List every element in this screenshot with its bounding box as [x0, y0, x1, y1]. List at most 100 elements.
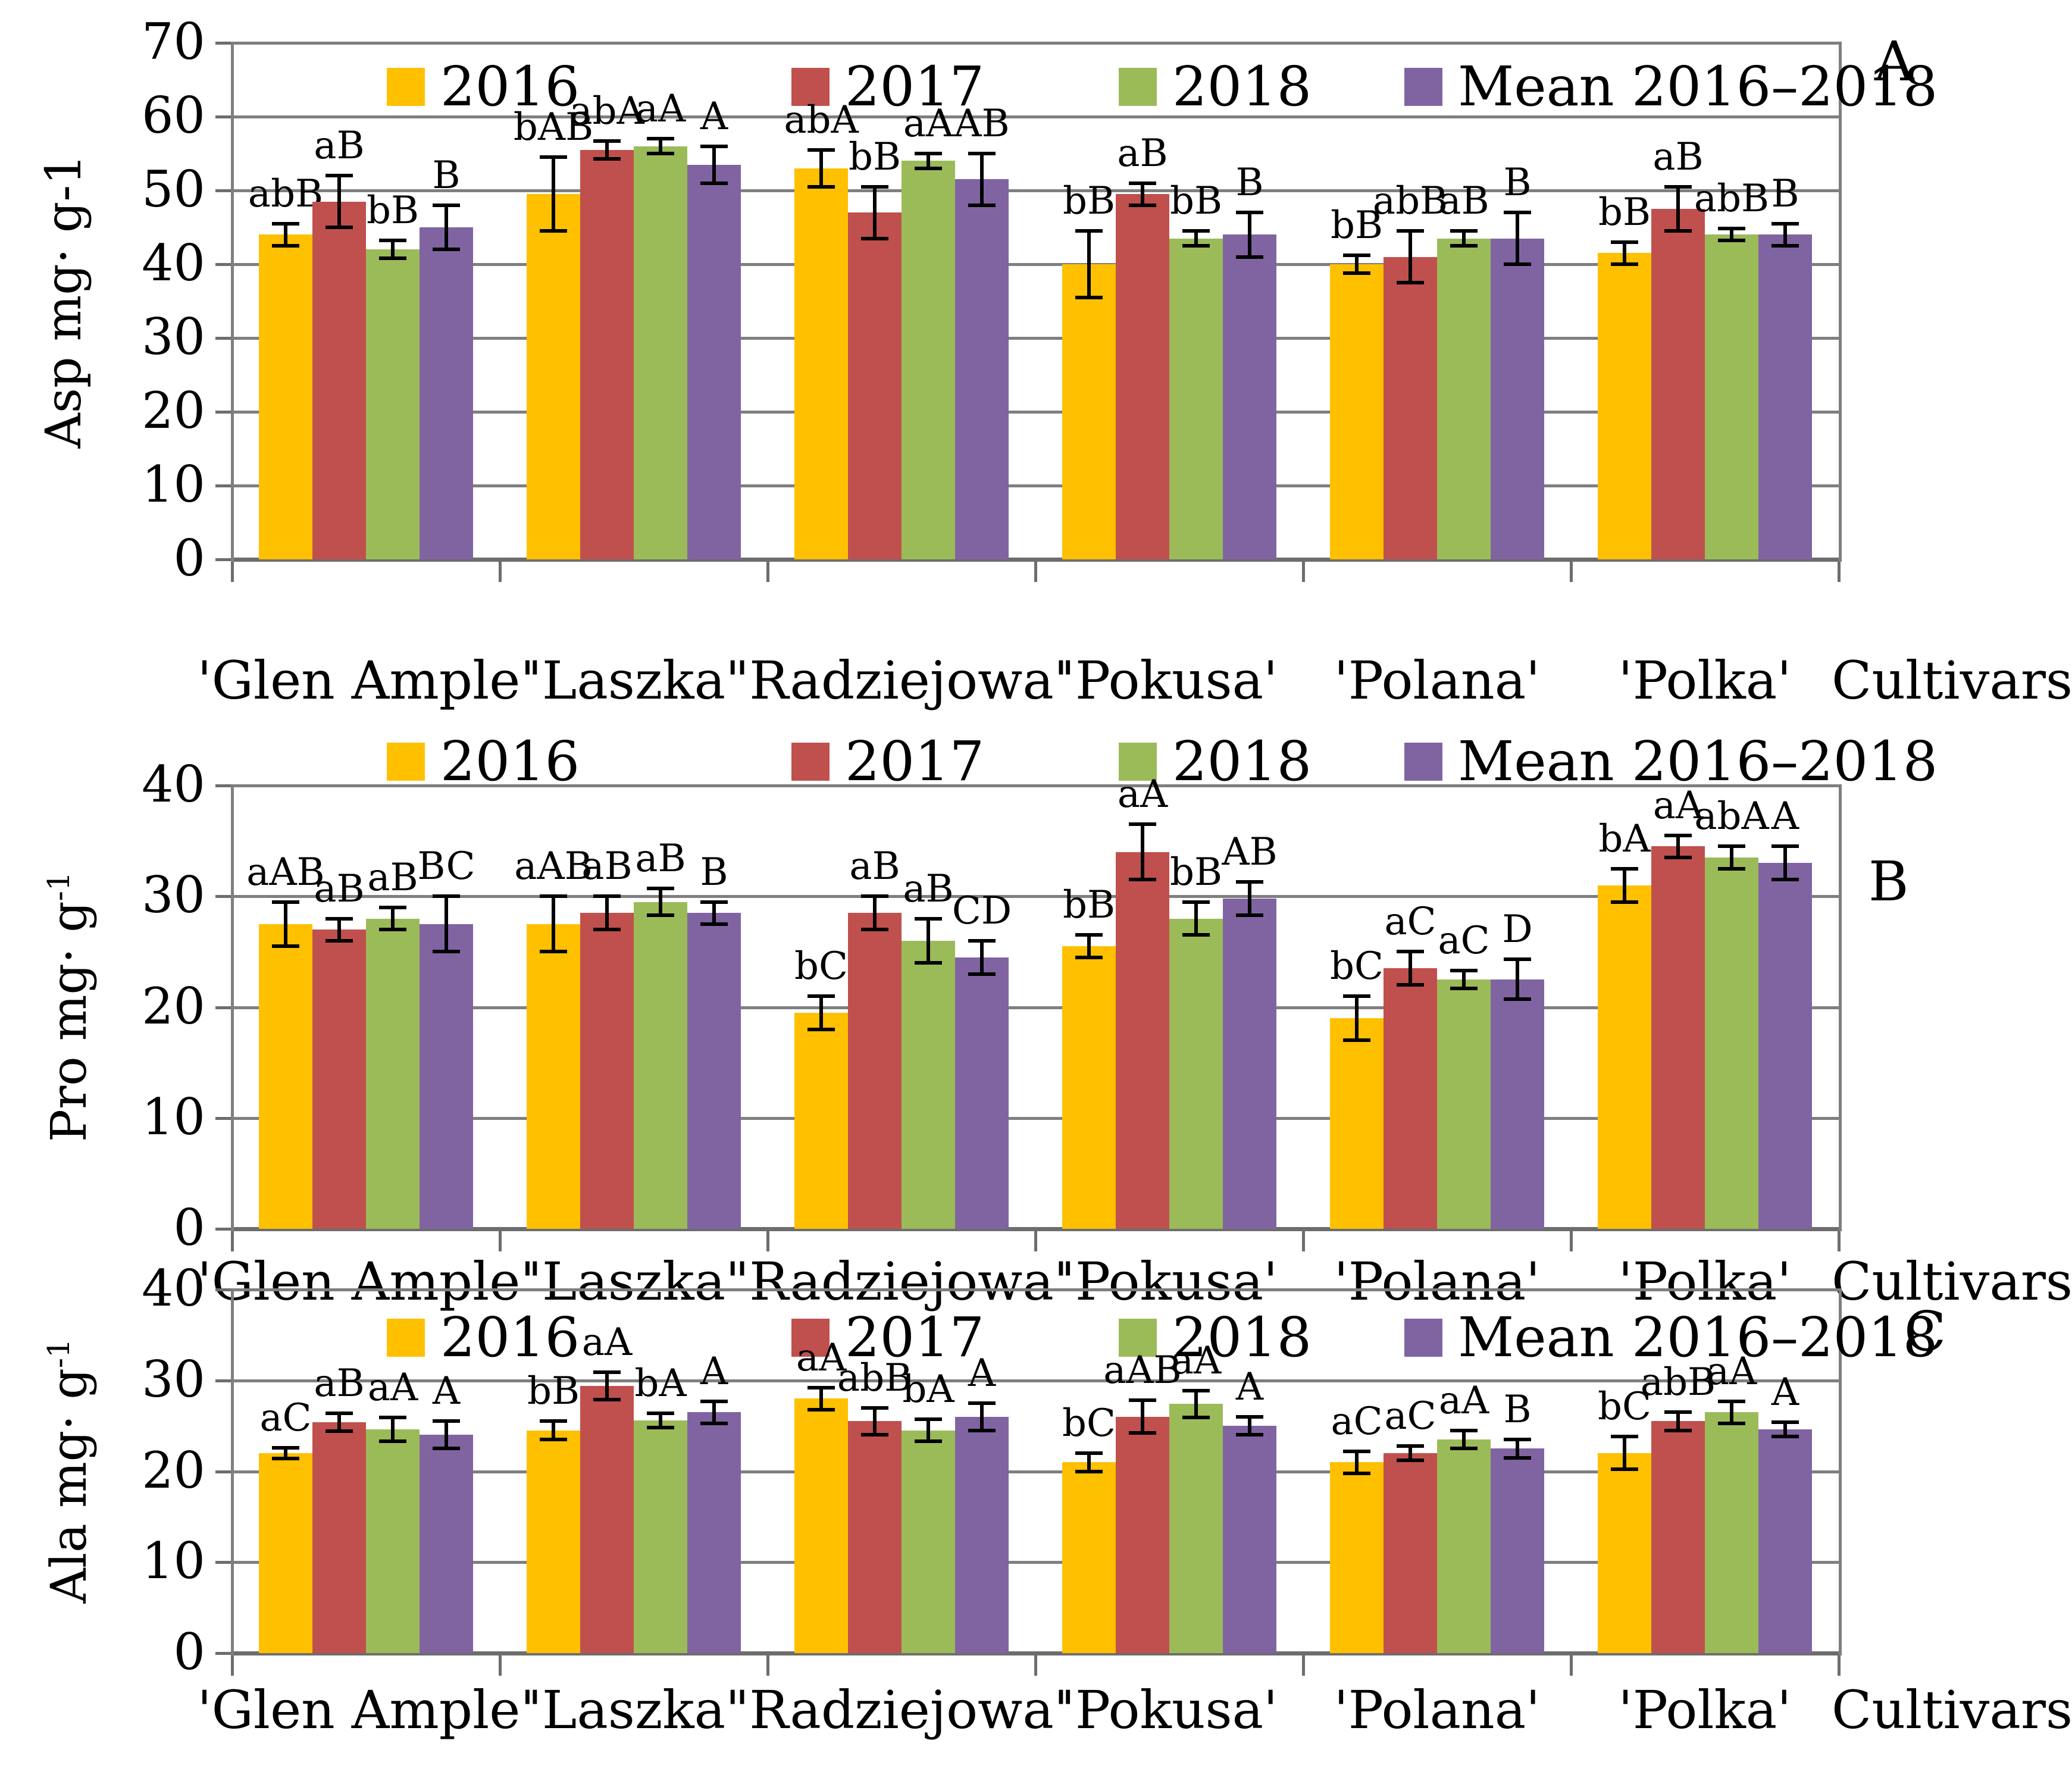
bar	[259, 1453, 312, 1653]
legend-label: 2016	[440, 730, 580, 793]
bar	[580, 1385, 634, 1653]
bar	[687, 1412, 741, 1653]
error-bar-cap-top	[1075, 1451, 1103, 1455]
error-bar-cap-top	[1450, 969, 1478, 973]
error-bar-cap-bottom	[540, 229, 567, 233]
error-bar-cap-bottom	[272, 244, 299, 248]
error-bar	[712, 146, 716, 183]
error-bar-cap-top	[1343, 254, 1370, 258]
y-gridline	[232, 1379, 1842, 1382]
x-tick-mark	[1302, 562, 1305, 582]
error-bar-cap-top	[1504, 1438, 1531, 1442]
error-bar-cap-bottom	[807, 1027, 835, 1031]
error-bar-cap-bottom	[540, 1438, 567, 1442]
error-bar-cap-bottom	[433, 950, 460, 954]
bar	[259, 234, 312, 559]
x-axis-line	[232, 1227, 1842, 1231]
y-tick-label: 20	[142, 1441, 205, 1500]
significance-label: bB	[1170, 179, 1222, 224]
error-bar-cap-top	[540, 894, 567, 899]
legend-label: 2016	[440, 1306, 580, 1369]
y-tick-label: 30	[142, 1350, 205, 1409]
y-tick-mark	[215, 1228, 232, 1231]
error-bar-cap-bottom	[1397, 281, 1424, 284]
legend-swatch-2016	[387, 68, 425, 106]
error-bar-cap-top	[1182, 900, 1210, 904]
error-bar-cap-top	[647, 1411, 674, 1415]
error-bar-cap-top	[915, 152, 942, 155]
error-bar-cap-top	[1718, 1399, 1745, 1403]
y-tick-mark	[215, 115, 232, 118]
bar	[1705, 1412, 1758, 1653]
error-bar-cap-top	[1129, 1398, 1156, 1403]
error-bar	[337, 918, 341, 941]
error-bar	[1355, 1451, 1359, 1473]
significance-label: CD	[952, 888, 1012, 933]
error-bar	[1087, 1453, 1091, 1472]
error-bar-cap-bottom	[1075, 1469, 1103, 1473]
significance-label: aC	[1384, 900, 1436, 944]
significance-label: aA	[1170, 1338, 1222, 1383]
error-bar	[552, 1421, 555, 1440]
error-bar-cap-top	[968, 938, 996, 943]
y-tick-mark	[215, 1652, 232, 1655]
error-bar-cap-bottom	[433, 1447, 460, 1451]
significance-label: aB	[1652, 134, 1704, 179]
y-gridline	[232, 189, 1842, 192]
error-bar	[1676, 1412, 1680, 1431]
error-bar	[873, 1407, 877, 1435]
error-bar-cap-top	[325, 1411, 353, 1415]
error-bar-cap-top	[272, 221, 299, 226]
x-tick-mark	[766, 1231, 769, 1251]
x-category-label: 'Laszka'	[527, 1251, 740, 1312]
x-category-label: 'Polka'	[1618, 1251, 1792, 1312]
error-bar-cap-top	[1504, 211, 1531, 215]
error-bar	[1462, 231, 1466, 246]
error-bar	[391, 907, 395, 930]
error-bar-cap-bottom	[1664, 856, 1692, 860]
y-axis-title-text: Asp mg· g	[36, 201, 92, 449]
error-bar	[980, 154, 984, 205]
error-bar	[1409, 952, 1412, 985]
error-bar-cap-top	[1129, 181, 1156, 185]
bar	[848, 1421, 902, 1653]
y-gridline	[232, 784, 1842, 787]
error-bar-cap-bottom	[915, 1439, 942, 1444]
error-bar-cap-top	[1397, 1444, 1424, 1448]
error-bar	[391, 1417, 395, 1442]
error-bar	[284, 1447, 287, 1459]
significance-label: B	[1503, 1388, 1532, 1432]
y-tick-label: 30	[142, 866, 205, 925]
error-bar-cap-top	[1236, 211, 1263, 215]
legend-label: Mean 2016–2018	[1458, 1306, 1938, 1369]
significance-label: bC	[794, 944, 848, 988]
error-bar	[980, 940, 984, 974]
y-tick-mark	[215, 189, 232, 192]
x-tick-mark	[1838, 562, 1841, 582]
error-bar-cap-bottom	[647, 913, 674, 917]
x-category-label: 'Pokusa'	[1060, 1251, 1278, 1312]
x-tick-mark	[1838, 1655, 1841, 1676]
error-bar	[1730, 1401, 1733, 1423]
significance-label: A	[700, 1349, 728, 1394]
bar	[1758, 1429, 1812, 1653]
error-bar	[712, 902, 716, 924]
plot-right-border	[1839, 784, 1842, 1231]
significance-label: aA	[635, 87, 686, 132]
error-bar	[1623, 1437, 1626, 1470]
bar	[955, 179, 1009, 559]
error-bar-cap-top	[1771, 844, 1799, 849]
significance-label: aAB	[246, 850, 325, 894]
error-bar-cap-bottom	[1450, 244, 1478, 248]
significance-label: aB	[1438, 179, 1489, 224]
significance-label: BC	[417, 844, 475, 889]
error-bar-cap-bottom	[1129, 203, 1156, 207]
x-axis-title: Cultivars	[1832, 1251, 2072, 1312]
significance-label: aB	[367, 855, 418, 900]
y-tick-mark	[215, 1379, 232, 1382]
significance-label: A	[1771, 1370, 1799, 1414]
error-bar-cap-bottom	[1397, 983, 1424, 987]
x-tick-mark	[499, 1655, 502, 1676]
bar	[312, 930, 366, 1229]
panel-letter-c: C	[1904, 1300, 1946, 1363]
